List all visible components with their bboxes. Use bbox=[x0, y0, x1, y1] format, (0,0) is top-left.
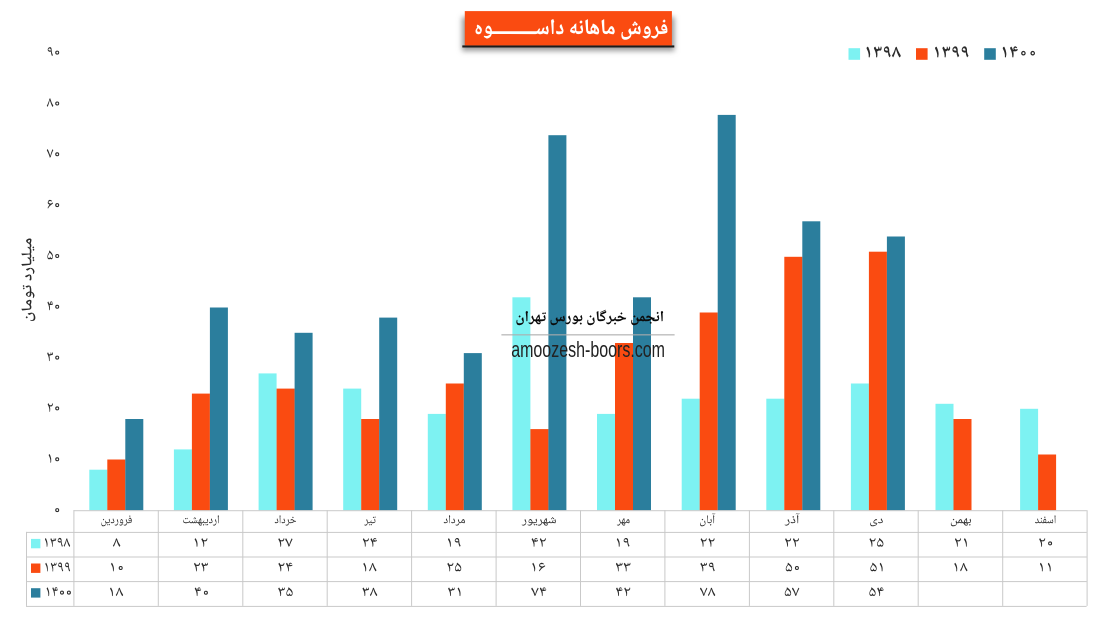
svg-text:amoozesh-boors.com: amoozesh-boors.com bbox=[511, 337, 665, 362]
